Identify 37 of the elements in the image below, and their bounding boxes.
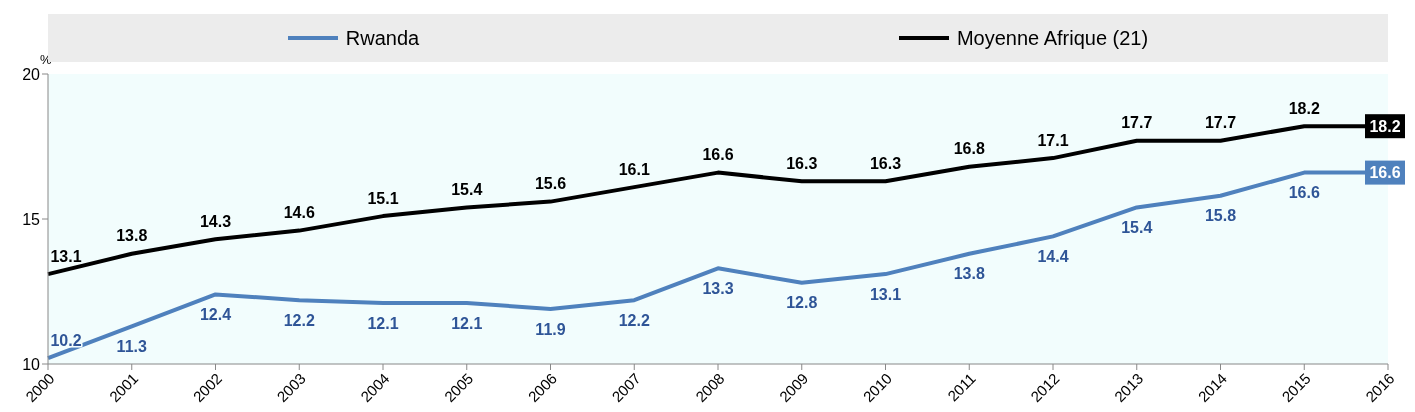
data-label: 12.1 (367, 314, 399, 332)
data-label: 12.2 (283, 311, 315, 329)
data-label: 15.8 (1204, 207, 1237, 225)
data-label: 18.2 (1288, 99, 1320, 117)
data-label: 12.8 (786, 294, 818, 312)
legend-label: Rwanda (344, 26, 420, 50)
data-label: 14.6 (283, 204, 315, 222)
data-label: 16.1 (618, 160, 650, 178)
data-label: 11.9 (535, 320, 566, 338)
data-label: 11.3 (116, 337, 147, 355)
data-label: 13.3 (702, 279, 734, 297)
data-label: 17.7 (1121, 114, 1153, 132)
data-label: 17.1 (1037, 131, 1069, 149)
y-tick-label: 20 (22, 65, 41, 83)
data-label: 16.3 (869, 154, 902, 172)
data-label: 16.6 (702, 146, 734, 164)
data-label: 13.1 (869, 285, 902, 303)
data-label: 12.4 (199, 306, 232, 323)
data-label: 13.8 (116, 227, 148, 245)
data-label: 13.8 (953, 265, 985, 283)
data-label: 12.2 (618, 311, 650, 329)
data-label: 13.1 (50, 247, 82, 265)
legend-label: Moyenne Afrique (21) (955, 26, 1149, 50)
y-tick-label: 15 (22, 210, 41, 228)
data-label: 15.1 (367, 189, 399, 207)
data-label: 15.4 (1121, 219, 1153, 236)
data-label: 14.3 (199, 212, 232, 230)
data-label: 17.7 (1204, 114, 1237, 132)
data-label: 14.4 (1037, 248, 1069, 265)
data-label: 10.2 (50, 331, 82, 349)
data-label: 16.8 (953, 140, 985, 158)
data-label: 15.4 (451, 181, 483, 198)
data-label: 16.3 (786, 154, 818, 172)
y-tick-label: 10 (22, 355, 41, 373)
data-label: 12.1 (451, 314, 483, 332)
data-label: 15.6 (534, 175, 567, 193)
data-label: 16.6 (1288, 184, 1320, 202)
